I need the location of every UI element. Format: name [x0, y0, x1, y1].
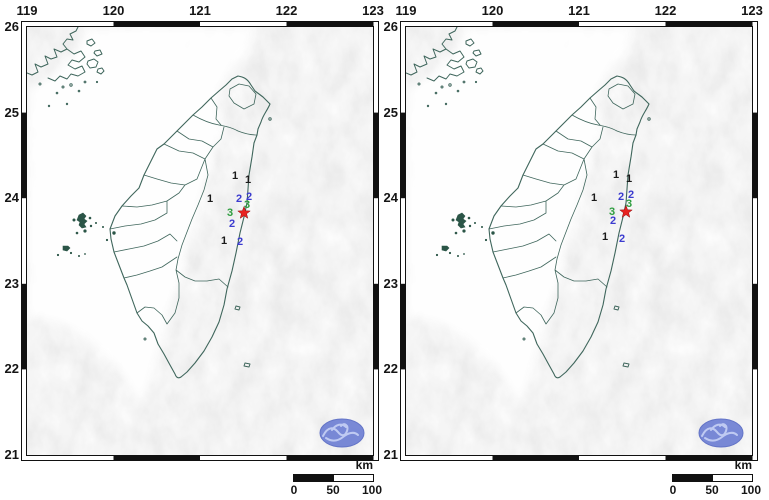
intensity-value-label: 2	[619, 233, 625, 245]
longitude-label: 119	[395, 3, 417, 18]
intensity-value-label: 3	[609, 206, 615, 218]
scale-bar-black-segment	[673, 475, 713, 481]
intensity-value-label: 2	[237, 236, 243, 248]
latitude-label: 21	[4, 447, 19, 462]
latitude-label: 26	[4, 19, 19, 34]
taiwan-coastline	[488, 75, 650, 379]
logo-wave-glyph	[322, 423, 359, 442]
longitude-label: 121	[189, 3, 211, 18]
latitude-label: 22	[4, 361, 19, 377]
penghu-islands	[435, 212, 495, 258]
mainland-china-coastline	[406, 27, 484, 82]
intensity-value-label: 1	[232, 170, 238, 182]
scale-bar: km 0 50 100	[670, 458, 761, 497]
intensity-value-label: 1	[207, 193, 213, 205]
longitude-label: 122	[275, 3, 298, 18]
scale-tick-label: 100	[361, 483, 383, 497]
intensity-value-label: 3	[626, 198, 632, 210]
intensity-value-label: 1	[613, 169, 619, 181]
scale-tick-label: 0	[669, 483, 677, 497]
agency-logo	[698, 418, 744, 448]
latitude-label: 23	[4, 275, 19, 291]
intensity-value-label: 1	[602, 231, 608, 243]
strait-white-mask	[27, 27, 255, 405]
map-frame	[21, 21, 379, 461]
orchid-island-outline	[622, 362, 630, 368]
scale-unit-label: km	[734, 458, 752, 472]
orchid-island-outline	[243, 362, 251, 368]
scale-tick-label: 100	[740, 483, 762, 497]
county-boundaries	[109, 83, 258, 325]
offshore-islets	[38, 80, 272, 341]
intensity-value-label: 2	[618, 191, 624, 203]
intensity-value-label: 2	[610, 215, 616, 227]
logo-wave-glyph	[701, 423, 738, 442]
epicenter-star	[619, 204, 633, 218]
latitude-label: 22	[383, 361, 398, 377]
scale-tick-label: 0	[290, 483, 298, 497]
agency-logo	[319, 418, 365, 448]
scale-bar: km 0 50 100	[291, 458, 382, 497]
latitude-label: 25	[383, 104, 398, 120]
longitude-label: 122	[654, 3, 677, 18]
offshore-islets	[417, 80, 651, 341]
taiwan-coastline	[109, 75, 271, 379]
epicenter-star	[237, 205, 251, 219]
latitude-label: 25	[4, 104, 19, 120]
longitude-label: 120	[102, 3, 125, 18]
intensity-value-label: 2	[246, 191, 252, 203]
latitude-label: 23	[383, 275, 398, 291]
scale-tick-label: 50	[705, 483, 719, 497]
intensity-value-label: 1	[221, 235, 227, 247]
latitude-label: 21	[383, 447, 398, 462]
green-island-outline	[234, 305, 241, 311]
scale-bar-graphic	[293, 474, 374, 482]
penghu-islands	[56, 212, 116, 258]
scale-bar-black-segment	[294, 475, 334, 481]
intensity-value-label: 2	[229, 218, 235, 230]
longitude-label: 123	[741, 3, 763, 18]
scale-bar-white-segment	[333, 475, 373, 481]
longitude-label: 119	[16, 3, 38, 18]
latitude-label: 26	[383, 19, 398, 34]
intensity-value-label: 3	[227, 207, 233, 219]
latitude-label: 24	[4, 190, 19, 206]
map-frame	[400, 21, 758, 461]
intensity-value-label: 1	[591, 192, 597, 204]
scale-unit-label: km	[355, 458, 373, 472]
strait-white-mask	[406, 27, 634, 405]
scale-tick-label: 50	[326, 483, 340, 497]
scale-bar-graphic	[672, 474, 753, 482]
intensity-value-label: 3	[244, 199, 250, 211]
latitude-label: 24	[383, 190, 398, 206]
longitude-label: 123	[362, 3, 384, 18]
longitude-label: 120	[481, 3, 504, 18]
longitude-label: 121	[568, 3, 590, 18]
county-boundaries	[488, 83, 637, 325]
intensity-value-label: 1	[245, 174, 251, 186]
green-island-outline	[613, 305, 620, 311]
scale-bar-white-segment	[712, 475, 752, 481]
intensity-value-label: 1	[626, 173, 632, 185]
intensity-value-label: 2	[236, 193, 242, 205]
mainland-china-coastline	[27, 27, 105, 82]
intensity-value-label: 2	[628, 189, 634, 201]
